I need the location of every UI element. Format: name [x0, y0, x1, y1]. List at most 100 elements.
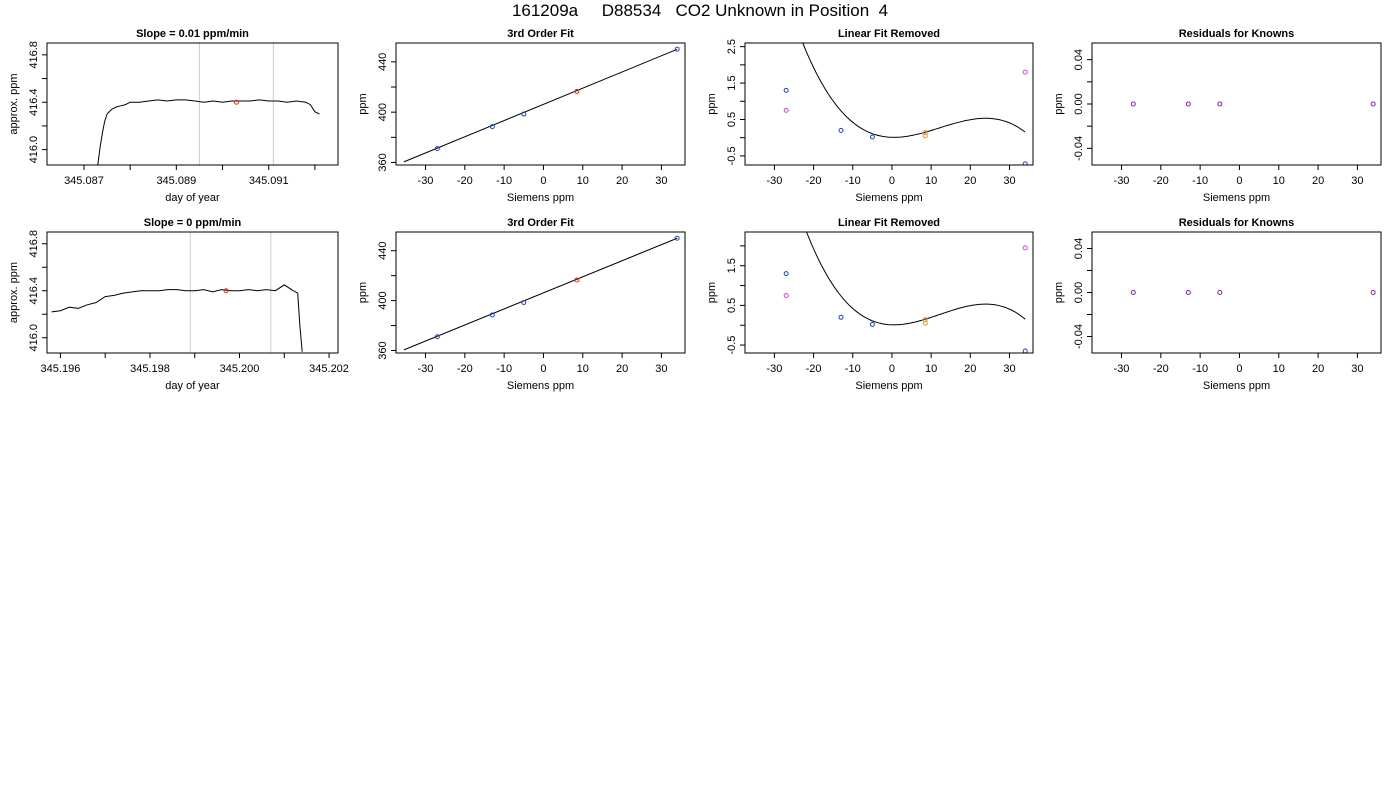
data-point: [674, 46, 680, 52]
x-tick-label: 30: [1003, 175, 1015, 187]
y-tick-label: 440: [377, 242, 389, 260]
fit-curve: [805, 232, 1026, 326]
chart-8: Residuals for Knowns -30 -20 -10 0 10 20 30 -0.0…: [1053, 217, 1382, 392]
x-tick-label: 10: [1273, 175, 1285, 187]
plot-frame: [1091, 231, 1382, 354]
x-tick-label: 20: [964, 363, 976, 375]
plot-frame: [395, 42, 686, 166]
x-tick-label: -30: [1114, 363, 1130, 375]
chart-4: Residuals for Knowns -30 -20 -10 0 10 20 30 -0.0…: [1053, 28, 1382, 204]
data-point: [783, 271, 789, 277]
x-tick-label: 0: [540, 175, 546, 187]
x-axis-label: day of year: [165, 380, 220, 392]
fit-line: [403, 48, 678, 163]
data-point: [869, 134, 875, 140]
data-point: [838, 127, 844, 133]
y-tick-label: 416.0: [28, 324, 40, 352]
y-tick-label: 0.5: [726, 112, 738, 127]
x-tick-label: -10: [845, 175, 861, 187]
y-tick-label: 0.00: [1073, 282, 1085, 303]
y-tick-label: 2.5: [726, 39, 738, 54]
plot-frame: [395, 231, 686, 354]
data-point: [1217, 101, 1223, 107]
plot-area: [403, 235, 680, 351]
plot-frame: [744, 231, 1034, 354]
y-tick-label: -0.04: [1073, 324, 1085, 349]
x-tick-label: 345.089: [156, 175, 196, 187]
chart-6: 3rd Order Fit -30 -20 -10 0 10 20 30 360 400 440 Si…: [357, 217, 686, 392]
x-tick-label: -30: [418, 175, 434, 187]
x-tick-label: -10: [845, 363, 861, 375]
y-tick-label: 0.04: [1073, 238, 1085, 259]
y-axis-label: approx. ppm: [8, 262, 20, 323]
y-tick-label: 0.04: [1073, 49, 1085, 70]
plot-area: [1130, 290, 1376, 295]
x-tick-label: -30: [418, 363, 434, 375]
chart-2: 3rd Order Fit -30 -20 -10 0 10 20 30 360 400 440 Si…: [357, 28, 686, 204]
x-tick-label: 0: [1236, 175, 1242, 187]
plot-area: [1130, 101, 1376, 107]
data-point: [1185, 101, 1191, 107]
chart-3: Linear Fit Removed -30 -20 -10 0 10 20 30 -0.5 0.…: [706, 28, 1034, 204]
chart-title: Residuals for Knowns: [1179, 217, 1295, 229]
plot-frame: [1091, 42, 1382, 166]
y-tick-label: 416.0: [28, 136, 40, 164]
x-tick-label: 10: [925, 175, 937, 187]
plot-area: [783, 232, 1028, 353]
x-tick-label: 0: [889, 363, 895, 375]
y-axis-label: approx. ppm: [8, 73, 20, 134]
x-tick-label: 20: [616, 363, 628, 375]
y-axis-label: ppm: [357, 93, 369, 114]
x-tick-label: 10: [577, 175, 589, 187]
data-point: [1217, 290, 1223, 295]
x-axis-label: Siemens ppm: [855, 192, 922, 204]
y-tick-label: 416.4: [28, 277, 40, 305]
y-tick-label: 400: [377, 291, 389, 309]
x-tick-label: 10: [925, 363, 937, 375]
x-tick-label: 345.087: [64, 175, 104, 187]
y-tick-label: 416.4: [28, 88, 40, 116]
x-tick-label: 345.198: [130, 363, 170, 375]
chart-1: Slope = 0.01 ppm/min 345.087 345.089 345.09…: [8, 28, 339, 204]
y-axis-label: ppm: [1053, 93, 1065, 114]
x-tick-label: 20: [1312, 175, 1324, 187]
fit-line: [403, 237, 678, 351]
y-tick-label: -0.5: [726, 336, 738, 355]
y-tick-label: 360: [377, 341, 389, 359]
x-tick-label: -10: [496, 363, 512, 375]
data-point: [922, 317, 928, 323]
y-axis-label: ppm: [706, 282, 718, 303]
x-tick-label: -20: [1153, 363, 1169, 375]
chart-title: Slope = 0.01 ppm/min: [136, 28, 249, 40]
y-tick-label: -0.04: [1073, 136, 1085, 161]
x-tick-label: -20: [457, 175, 473, 187]
y-tick-label: 400: [377, 103, 389, 121]
x-tick-label: 30: [1003, 363, 1015, 375]
y-tick-label: 416.8: [28, 230, 40, 258]
y-tick-label: 1.5: [726, 75, 738, 90]
plot-area: [97, 43, 320, 165]
plot-area: [403, 46, 680, 163]
data-point: [574, 88, 580, 94]
data-point: [434, 334, 440, 340]
x-tick-label: 345.091: [249, 175, 289, 187]
x-tick-label: -10: [1192, 363, 1208, 375]
y-tick-label: 0.5: [726, 298, 738, 313]
data-point: [1022, 161, 1028, 165]
x-tick-label: 20: [1312, 363, 1324, 375]
x-tick-label: 30: [1351, 363, 1363, 375]
chart-title: 3rd Order Fit: [507, 217, 574, 229]
y-tick-label: 416.8: [28, 41, 40, 69]
plot-area: [783, 43, 1028, 165]
plot-frame: [46, 231, 339, 354]
data-point: [674, 235, 680, 241]
chart-title: 3rd Order Fit: [507, 28, 574, 40]
x-axis-label: Siemens ppm: [507, 192, 574, 204]
y-tick-label: 1.5: [726, 258, 738, 273]
chart-title: Slope = 0 ppm/min: [144, 217, 242, 229]
x-tick-label: 30: [655, 363, 667, 375]
data-point: [1022, 245, 1028, 251]
data-point: [1130, 290, 1136, 295]
x-tick-label: 345.202: [309, 363, 349, 375]
